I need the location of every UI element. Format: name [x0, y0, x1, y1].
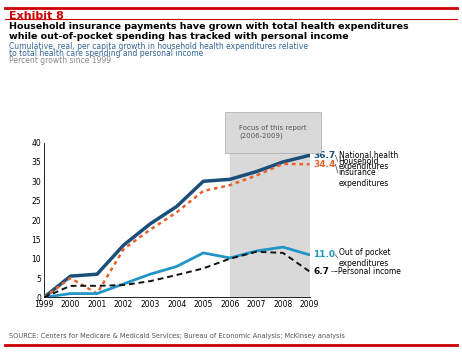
Text: to total health care spending and personal income: to total health care spending and person… [9, 49, 203, 58]
Text: Exhibit 8: Exhibit 8 [9, 11, 64, 21]
Text: Household insurance payments have grown with total health expenditures: Household insurance payments have grown … [9, 22, 409, 31]
Text: Cumulative, real, per capita growth in household health expenditures relative: Cumulative, real, per capita growth in h… [9, 42, 308, 51]
Text: Out of pocket
expenditures: Out of pocket expenditures [339, 248, 390, 268]
Text: Household
insurance
expenditures: Household insurance expenditures [339, 157, 389, 188]
Text: SOURCE: Centers for Medicare & Medicaid Services; Bureau of Economic Analysis; M: SOURCE: Centers for Medicare & Medicaid … [9, 333, 345, 339]
Text: 6.7: 6.7 [313, 267, 329, 276]
Text: National health
expenditures: National health expenditures [339, 151, 398, 171]
Text: 11.0: 11.0 [313, 250, 335, 259]
Text: 36.7: 36.7 [313, 151, 335, 160]
Text: 34.4: 34.4 [313, 160, 335, 169]
Text: while out-of-pocket spending has tracked with personal income: while out-of-pocket spending has tracked… [9, 32, 349, 41]
Text: –Personal income: –Personal income [334, 267, 401, 276]
Text: Focus of this report
(2006-2009): Focus of this report (2006-2009) [239, 125, 307, 139]
Bar [230, 143, 310, 297]
Text: Percent growth since 1999: Percent growth since 1999 [9, 56, 111, 65]
